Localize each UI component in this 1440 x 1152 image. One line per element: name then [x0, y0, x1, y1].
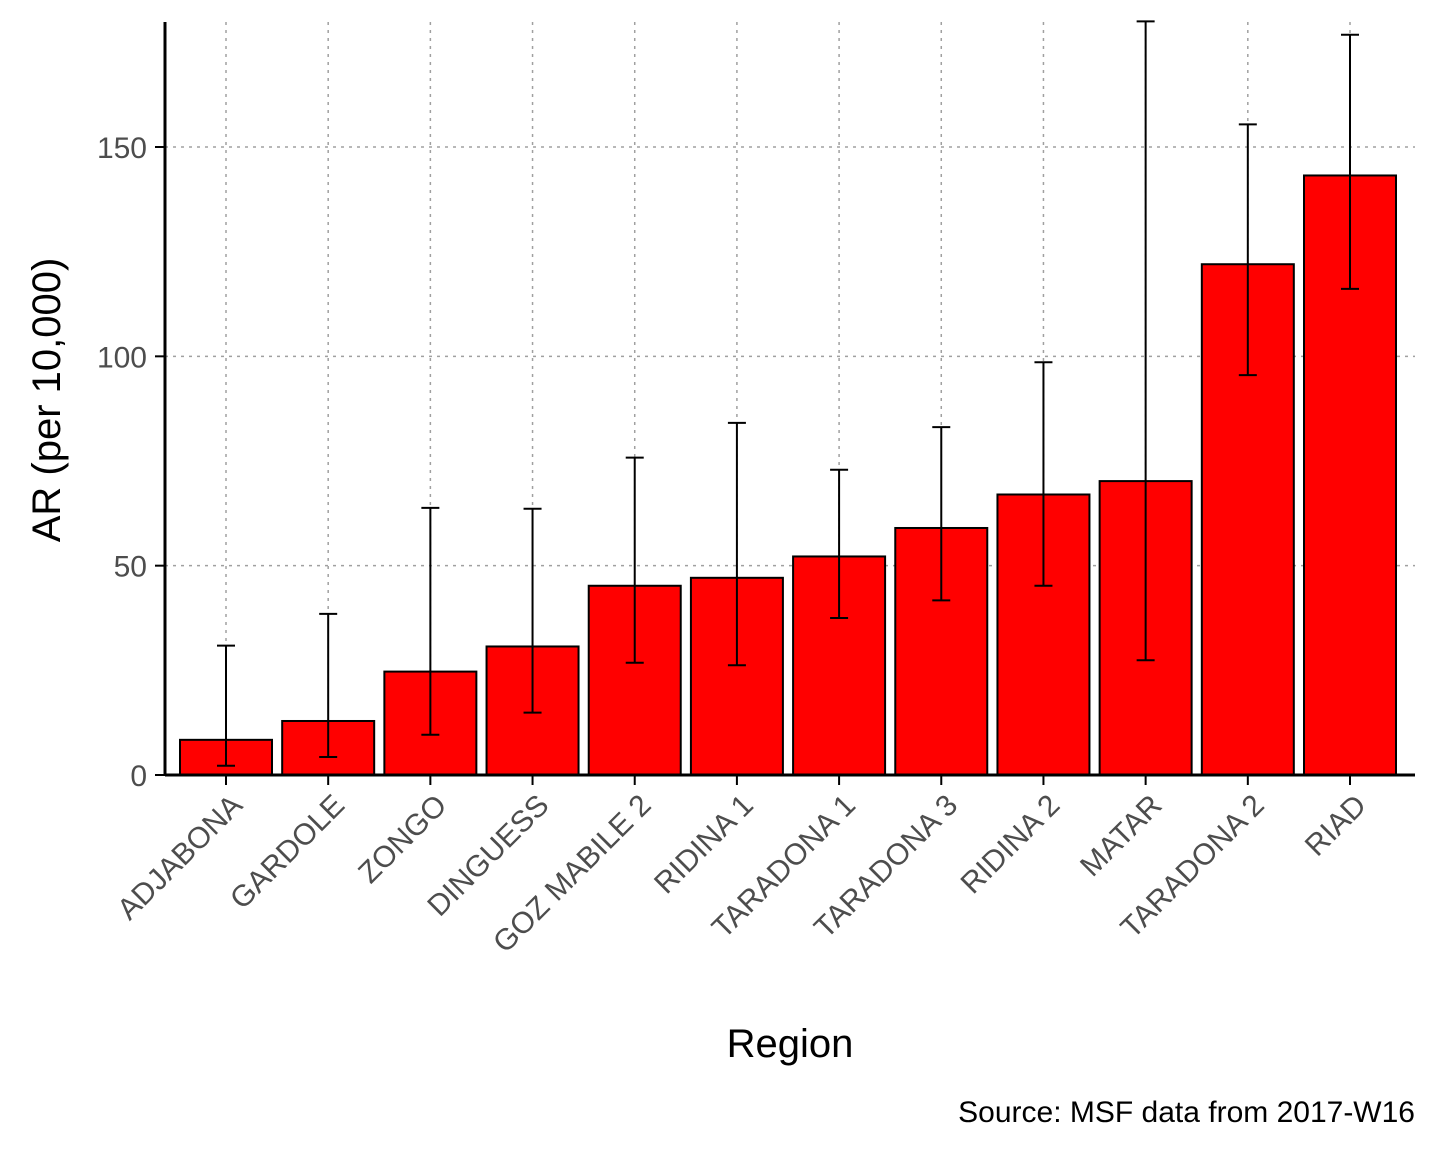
x-tick-label: MATAR: [1074, 789, 1168, 883]
x-tick-label: ZONGO: [352, 789, 453, 890]
x-axis-title: Region: [727, 1022, 854, 1066]
y-tick-label: 50: [114, 551, 147, 584]
error-bars: [217, 20, 1359, 767]
y-tick-label: 0: [130, 760, 147, 793]
chart-caption: Source: MSF data from 2017-W16: [958, 1096, 1415, 1129]
y-axis-ticks: 0 50 100 150: [97, 132, 165, 793]
x-tick-label: RIDINA 2: [955, 789, 1067, 901]
bars: [179, 174, 1397, 777]
y-tick-label: 150: [97, 132, 147, 165]
y-axis-title: AR (per 10,000): [25, 258, 69, 543]
x-tick-label: RIAD: [1299, 789, 1373, 863]
x-tick-label: ADJABONA: [111, 789, 249, 927]
y-tick-label: 100: [97, 341, 147, 374]
